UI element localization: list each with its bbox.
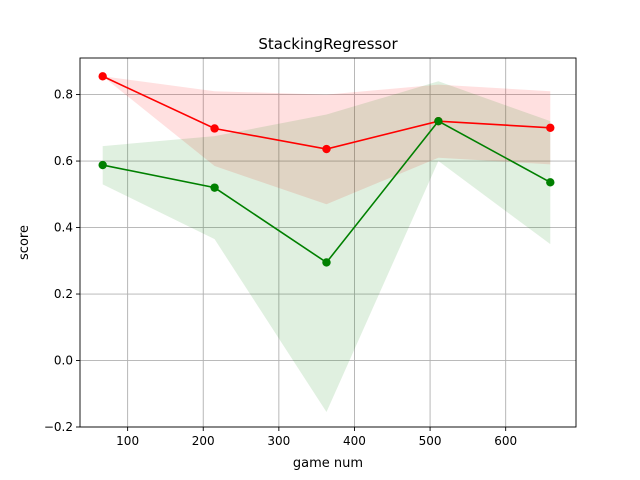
x-tick-label: 300: [267, 434, 290, 448]
series-1-point: [210, 124, 219, 133]
series-2-point: [546, 178, 555, 187]
series-1-point: [546, 123, 555, 133]
x-tick-label: 200: [192, 434, 215, 448]
series-1-point: [322, 144, 331, 154]
y-tick-label: 0.0: [54, 354, 73, 368]
x-axis-label: game num: [293, 456, 363, 471]
y-tick-label: 0.4: [54, 221, 73, 235]
y-axis-label: score: [17, 225, 32, 260]
x-tick-label: 600: [494, 434, 517, 448]
x-tick-label: 400: [343, 434, 366, 448]
y-tick-label: 0.6: [54, 154, 73, 168]
x-tick-label: 100: [116, 434, 139, 448]
series-2-point: [210, 183, 219, 192]
series-1-band: [102, 76, 551, 205]
series-2-point: [98, 160, 107, 170]
confidence-bands: [102, 76, 551, 413]
series-2-band: [102, 81, 551, 413]
y-axis-ticks: −0.2 0.0 0.2 0.4 0.6 0.8: [44, 88, 80, 434]
series-2-point: [322, 258, 331, 267]
y-tick-label: 0.8: [54, 88, 73, 102]
grid: [80, 58, 576, 428]
x-tick-label: 500: [419, 434, 442, 448]
series-1-point: [98, 72, 107, 81]
x-axis-ticks: 100 200 300 400 500 600: [116, 427, 517, 448]
y-tick-label: −0.2: [44, 420, 73, 434]
chart-title: StackingRegressor: [258, 35, 398, 53]
series-2-point: [434, 116, 443, 126]
plot-frame: [79, 57, 577, 428]
series-points: [98, 72, 555, 267]
y-tick-label: 0.2: [54, 287, 73, 301]
